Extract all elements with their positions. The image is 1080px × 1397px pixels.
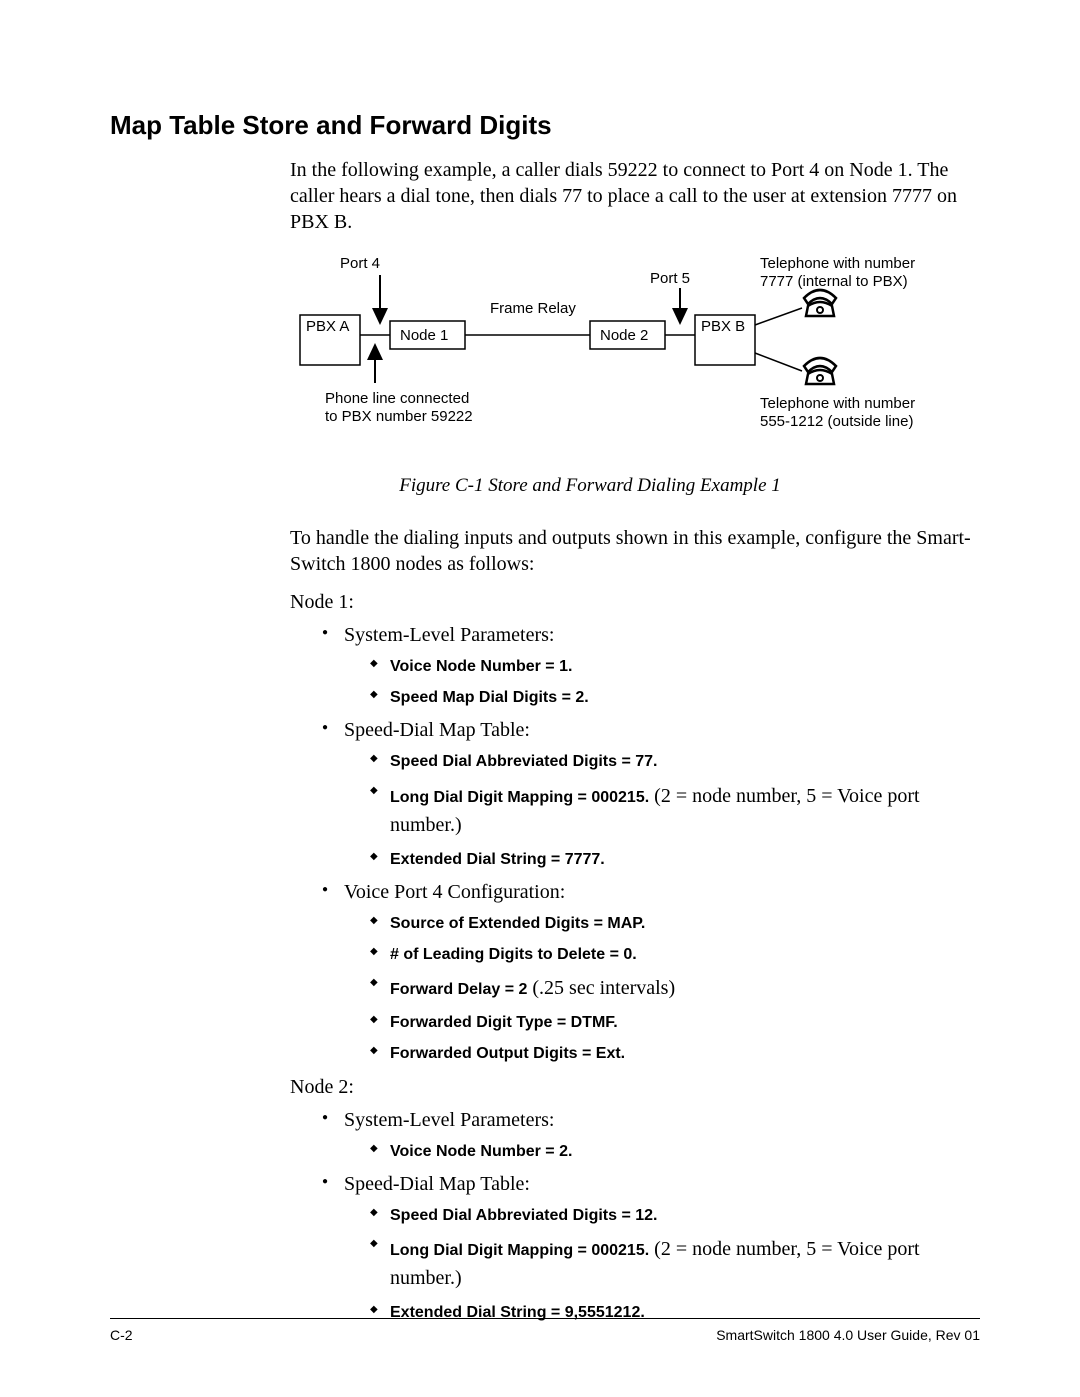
footer-right: SmartSwitch 1800 4.0 User Guide, Rev 01 (716, 1327, 980, 1343)
node1-voice-d: Forwarded Digit Type = DTMF. (370, 1011, 980, 1034)
node1-heading: Node 1: (290, 591, 980, 614)
node2-speed-a: Speed Dial Abbreviated Digits = 12. (370, 1204, 980, 1227)
node1-voice-sublist: Source of Extended Digits = MAP. # of Le… (344, 912, 980, 1066)
footer-left: C-2 (110, 1327, 133, 1343)
link-pbxb-phone1 (755, 308, 802, 325)
node1-speed-a: Speed Dial Abbreviated Digits = 77. (370, 750, 980, 773)
node1-speeddial: Speed-Dial Map Table: Speed Dial Abbrevi… (322, 717, 980, 870)
frame-relay-label: Frame Relay (490, 300, 576, 317)
node1-voice-c: Forward Delay = 2 (.25 sec intervals) (370, 974, 980, 1003)
node1-sysparams: System-Level Parameters: Voice Node Numb… (322, 622, 980, 709)
node1-speed-c: Extended Dial String = 7777. (370, 848, 980, 871)
port5-arrowhead (672, 308, 688, 325)
node2-list: System-Level Parameters: Voice Node Numb… (110, 1107, 980, 1325)
node1-voice-b: # of Leading Digits to Delete = 0. (370, 943, 980, 966)
node2-sysparams-sublist: Voice Node Number = 2. (344, 1140, 980, 1163)
node2-label: Node 2 (600, 327, 648, 344)
figure-caption: Figure C-1 Store and Forward Dialing Exa… (110, 475, 980, 497)
tel-top-line2: 7777 (internal to PBX) (760, 273, 908, 290)
intro-paragraph: In the following example, a caller dials… (110, 157, 980, 235)
node1-voiceport-label: Voice Port 4 Configuration: (344, 881, 565, 903)
link-pbxb-phone2 (755, 353, 802, 371)
node1-voice-e: Forwarded Output Digits = Ext. (370, 1042, 980, 1065)
node1-speed-b: Long Dial Digit Mapping = 000215. (2 = n… (370, 782, 980, 840)
node2-speeddial: Speed-Dial Map Table: Speed Dial Abbrevi… (322, 1171, 980, 1324)
node2-speed-sublist: Speed Dial Abbreviated Digits = 12. Long… (344, 1204, 980, 1324)
section-title: Map Table Store and Forward Digits (110, 110, 980, 141)
phone-icon-top (804, 290, 836, 316)
page: Map Table Store and Forward Digits In th… (0, 0, 1080, 1392)
port5-label: Port 5 (650, 270, 690, 287)
figure-c1: Port 4 Port 5 Frame Relay Telephone with… (290, 253, 980, 453)
node1-list: System-Level Parameters: Voice Node Numb… (110, 622, 980, 1066)
node1-voice-a: Source of Extended Digits = MAP. (370, 912, 980, 935)
node1-label: Node 1 (400, 327, 448, 344)
node1-voiceport: Voice Port 4 Configuration: Source of Ex… (322, 879, 980, 1066)
tel-bot-line2: 555-1212 (outside line) (760, 413, 913, 430)
pbx-a-label: PBX A (306, 318, 349, 335)
node1-sysparams-sublist: Voice Node Number = 1. Speed Map Dial Di… (344, 655, 980, 709)
port4-arrowhead (372, 308, 388, 325)
phone-icon-bottom (804, 358, 836, 384)
port4-label: Port 4 (340, 255, 380, 272)
node1-speeddial-label: Speed-Dial Map Table: (344, 719, 530, 741)
phoneline-arrowhead (367, 343, 383, 360)
tel-top-line1: Telephone with number (760, 255, 915, 272)
node2-sys-a: Voice Node Number = 2. (370, 1140, 980, 1163)
node2-speeddial-label: Speed-Dial Map Table: (344, 1173, 530, 1195)
node1-sysparams-label: System-Level Parameters: (344, 624, 555, 646)
node1-sys-a: Voice Node Number = 1. (370, 655, 980, 678)
tel-bot-line1: Telephone with number (760, 395, 915, 412)
node2-heading: Node 2: (290, 1076, 980, 1099)
node2-speed-b: Long Dial Digit Mapping = 000215. (2 = n… (370, 1235, 980, 1293)
node2-sysparams: System-Level Parameters: Voice Node Numb… (322, 1107, 980, 1163)
page-footer: C-2 SmartSwitch 1800 4.0 User Guide, Rev… (110, 1318, 980, 1343)
phoneline-text-2: to PBX number 59222 (325, 408, 473, 425)
node2-sysparams-label: System-Level Parameters: (344, 1109, 555, 1131)
pbx-b-label: PBX B (701, 318, 745, 335)
node1-sys-b: Speed Map Dial Digits = 2. (370, 686, 980, 709)
config-intro: To handle the dialing inputs and outputs… (110, 525, 980, 577)
node1-speed-sublist: Speed Dial Abbreviated Digits = 77. Long… (344, 750, 980, 870)
phoneline-text-1: Phone line connected (325, 390, 469, 407)
diagram-svg: Port 4 Port 5 Frame Relay Telephone with… (290, 253, 980, 453)
